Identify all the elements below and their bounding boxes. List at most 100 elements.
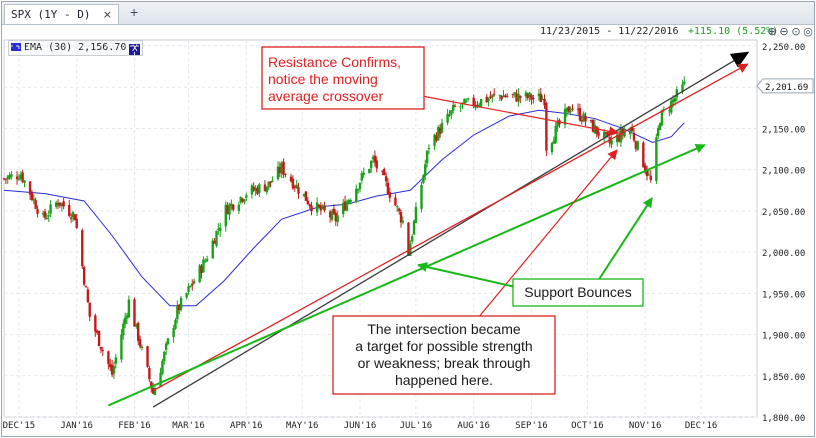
candle [437, 125, 440, 142]
y-tick-label: 1,950.00 [762, 290, 805, 300]
candle-body [465, 100, 468, 102]
candle [135, 323, 138, 329]
candle-body [69, 217, 73, 219]
candle-body [205, 259, 209, 261]
annotation-box [332, 315, 556, 395]
candle [41, 210, 45, 218]
candle-body [245, 195, 248, 198]
candle [49, 200, 52, 218]
y-tick-label: 1,850.00 [762, 373, 805, 383]
candle [163, 350, 166, 365]
candle [513, 92, 516, 98]
plot-border [3, 39, 758, 418]
candle [250, 183, 254, 199]
candle [567, 105, 570, 113]
candle [151, 382, 155, 395]
candle [278, 161, 282, 177]
candle-body [278, 167, 282, 173]
candle [526, 92, 529, 101]
candle-body [97, 330, 101, 347]
x-tick-label: DEC'15 [3, 421, 36, 431]
close-tab-icon[interactable]: × [102, 8, 112, 21]
zoom-out-icon[interactable]: ⊖ [779, 26, 789, 38]
candle-body [239, 196, 242, 203]
candle [161, 358, 164, 376]
candle-body [567, 106, 570, 113]
candle [30, 190, 34, 202]
ema-series [3, 109, 685, 307]
candle-body [302, 193, 306, 197]
candle-body [675, 89, 679, 98]
candle-body [164, 343, 168, 350]
y-tick-label: 1,900.00 [762, 332, 805, 342]
candle-body [122, 323, 125, 336]
candle [355, 184, 358, 204]
candle-body [334, 212, 337, 222]
candle-body [595, 126, 598, 134]
candle [54, 200, 58, 209]
candle [532, 94, 535, 104]
candle [258, 183, 261, 198]
candle-body [213, 240, 216, 244]
candle [232, 204, 235, 212]
candle-body [571, 108, 574, 110]
candle [178, 303, 181, 315]
y-tick-label: 2,150.00 [762, 125, 805, 135]
candle [317, 204, 321, 209]
y-tick-label: 2,250.00 [762, 43, 805, 53]
x-tick-label: NOV'16 [629, 421, 662, 431]
arrow-support-left [417, 262, 521, 289]
candle-body [86, 289, 90, 303]
candle-body [479, 99, 483, 107]
candle-body [647, 174, 651, 176]
candle-body [163, 351, 166, 361]
candle [349, 198, 352, 205]
candle [60, 202, 63, 212]
candle-body [202, 259, 205, 273]
candle [584, 112, 587, 127]
candle-body [336, 215, 339, 223]
add-tab-icon[interactable]: + [130, 4, 139, 20]
candle [148, 365, 151, 383]
candle-body [81, 230, 84, 267]
tab-spx[interactable]: SPX (1Y - D) × [4, 4, 119, 24]
candle-body [84, 286, 88, 288]
candle [187, 283, 190, 295]
candle [448, 110, 451, 117]
zoom-fit-icon[interactable]: ⊙ [791, 26, 801, 38]
candle [45, 213, 49, 220]
candle-body [368, 169, 371, 173]
candle-body [8, 175, 11, 179]
candle-body [388, 192, 392, 198]
candle-body [440, 122, 444, 133]
candle-body [243, 199, 246, 203]
candle-body [315, 202, 319, 213]
candle-body [41, 213, 45, 215]
candle [571, 104, 574, 112]
candle-body [95, 330, 99, 333]
candle-body [369, 160, 373, 169]
annotations: Resistance Confirms,notice the movingave… [261, 46, 653, 395]
candle [563, 103, 567, 129]
candle [58, 202, 62, 208]
candle [136, 321, 140, 346]
candle-body [135, 323, 138, 327]
candle-body [269, 181, 272, 183]
candle-body [530, 95, 533, 100]
candle [334, 209, 337, 226]
candle-body [537, 93, 541, 97]
candle-body [580, 120, 583, 122]
pan-icon[interactable]: ◎ [803, 26, 813, 38]
zoom-in-icon[interactable]: ⊕ [767, 26, 777, 38]
candle [263, 180, 267, 192]
candle [265, 186, 269, 195]
candle [159, 367, 162, 388]
candle-body [172, 328, 175, 338]
candle-body [660, 110, 664, 126]
candle [138, 335, 142, 349]
candle [17, 173, 21, 181]
y-tick-label: 2,000.00 [762, 249, 805, 259]
candle [658, 122, 662, 131]
candle [4, 178, 8, 185]
